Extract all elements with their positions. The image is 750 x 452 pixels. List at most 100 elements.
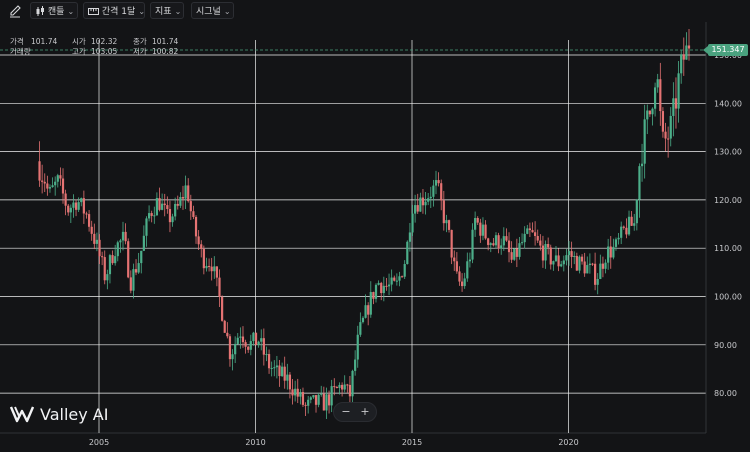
- candle-body: [114, 256, 117, 264]
- candle-body: [466, 261, 469, 279]
- draw-pencil-icon[interactable]: [8, 3, 22, 19]
- candle-body: [304, 404, 307, 406]
- chart-type-dropdown[interactable]: 캔들 ⌄: [30, 2, 78, 19]
- candle-body: [179, 196, 182, 206]
- candle-body: [369, 292, 372, 315]
- candle-body: [54, 181, 57, 186]
- candle-body: [518, 243, 521, 257]
- candle-body: [552, 261, 555, 265]
- toolbar: 캔들 ⌄ 간격 1달 ⌄ 지표 ⌄ 시그널 ⌄: [0, 0, 750, 22]
- candle-body: [390, 277, 393, 285]
- candle-body: [95, 239, 99, 244]
- candle-body: [171, 216, 174, 223]
- candle-body: [416, 205, 419, 212]
- candle-body: [221, 296, 224, 321]
- candle-body: [327, 394, 331, 406]
- candle-body: [317, 394, 320, 405]
- candle-body: [549, 247, 552, 265]
- y-tick-label: 130.00: [714, 148, 742, 157]
- candle-body: [427, 198, 430, 202]
- signal-dropdown[interactable]: 시그널 ⌄: [191, 2, 234, 19]
- candle-body: [460, 281, 464, 287]
- candle-body: [116, 242, 119, 257]
- candle-body: [500, 245, 503, 249]
- candle-body: [680, 54, 683, 74]
- candle-body: [648, 110, 651, 115]
- indicator-dropdown[interactable]: 지표 ⌄: [150, 2, 184, 19]
- x-tick-label: 2015: [402, 438, 422, 447]
- candle-body: [46, 183, 49, 189]
- candle-body: [547, 243, 550, 248]
- candle-body: [476, 218, 479, 223]
- candle-body: [541, 245, 545, 261]
- candle-body: [411, 213, 414, 233]
- candle-body: [330, 386, 333, 406]
- candle-body: [458, 271, 461, 282]
- candle-body: [612, 246, 615, 258]
- candle-body: [640, 163, 644, 167]
- candle-body: [453, 257, 456, 262]
- candle-body: [124, 231, 127, 242]
- candle-body: [205, 265, 208, 269]
- candle-body: [231, 354, 234, 360]
- candle-body: [408, 232, 412, 242]
- candle-body: [215, 266, 218, 278]
- candle-body: [374, 284, 378, 299]
- candle-body: [322, 393, 325, 411]
- candle-body: [414, 205, 417, 214]
- zoom-in-button[interactable]: +: [360, 405, 370, 418]
- candle-body: [38, 161, 41, 181]
- candle-body: [69, 207, 72, 213]
- y-tick-label: 120.00: [714, 196, 742, 205]
- zoom-out-button[interactable]: −: [341, 405, 351, 418]
- candle-body: [429, 196, 432, 199]
- candle-body: [348, 384, 352, 397]
- candlestick-icon: [36, 6, 44, 16]
- candle-body: [596, 278, 599, 285]
- candle-body: [421, 197, 425, 206]
- candle-body: [526, 228, 529, 234]
- candle-body: [594, 263, 597, 285]
- candle-body: [244, 342, 247, 347]
- candle-body: [267, 354, 271, 369]
- candle-body: [207, 265, 211, 267]
- chevron-down-icon: ⌄: [174, 7, 182, 16]
- candle-body: [265, 354, 268, 356]
- candle-body: [395, 280, 398, 282]
- candle-body: [505, 236, 508, 241]
- candle-body: [153, 215, 156, 217]
- candle-body: [620, 226, 623, 238]
- candle-body: [145, 218, 148, 236]
- candle-body: [497, 235, 500, 249]
- candle-body: [575, 255, 578, 271]
- candle-body: [364, 305, 367, 318]
- candle-body: [247, 346, 250, 350]
- candle-body: [184, 185, 187, 199]
- candle-body: [609, 246, 612, 258]
- volume-label: 거래량: [10, 47, 31, 56]
- candle-body: [56, 175, 59, 182]
- y-tick-label: 80.00: [714, 389, 737, 398]
- candle-body: [554, 255, 558, 262]
- low-value: 100.82: [152, 47, 179, 56]
- candle-body: [194, 216, 198, 237]
- candle-body: [241, 336, 245, 343]
- candle-body: [346, 384, 349, 386]
- high-value: 103.05: [91, 47, 118, 56]
- candle-body: [531, 230, 534, 233]
- candle-body: [607, 246, 610, 263]
- candle-body: [520, 242, 524, 244]
- candle-body: [455, 261, 458, 272]
- candle-body: [249, 341, 252, 350]
- candle-body: [437, 180, 440, 184]
- candle-body: [234, 343, 237, 355]
- candle-body: [630, 216, 633, 226]
- candle-body: [627, 216, 631, 235]
- candle-body: [103, 257, 106, 281]
- candle-body: [635, 199, 638, 224]
- candle-body: [586, 265, 589, 274]
- candle-body: [625, 227, 628, 235]
- candle-body: [48, 187, 52, 189]
- interval-dropdown[interactable]: 간격 1달 ⌄: [83, 2, 145, 19]
